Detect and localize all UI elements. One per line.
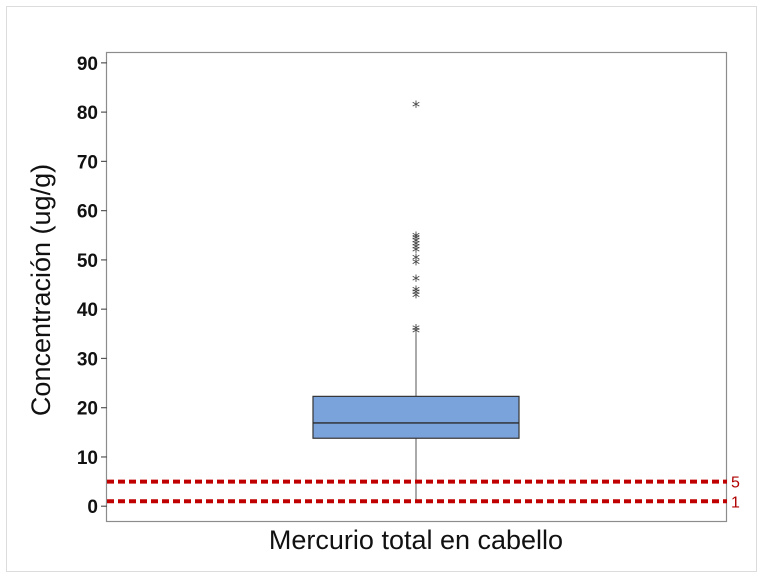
outlier-point: *: [412, 323, 420, 342]
y-tick-label: 70: [77, 152, 98, 173]
y-tick-label: 80: [77, 103, 98, 124]
y-tick-label: 30: [77, 349, 98, 370]
outlier-point: *: [412, 242, 420, 261]
y-tick-label: 10: [77, 448, 98, 469]
outlier-point: *: [412, 254, 420, 273]
y-tick-label: 20: [77, 399, 98, 420]
outlier-point: *: [412, 233, 420, 252]
y-tick-label: 40: [77, 300, 98, 321]
outlier-point: *: [412, 236, 420, 255]
outlier-point: *: [412, 271, 420, 290]
y-tick-label: 60: [77, 202, 98, 223]
outlier-point: *: [412, 284, 420, 303]
outlier-point: *: [412, 228, 420, 247]
outlier-point: *: [412, 282, 420, 301]
outlier-point: *: [412, 239, 420, 258]
plot-frame: [105, 51, 728, 523]
y-tick-label: 50: [77, 251, 98, 272]
y-axis-title: Concentración (ug/g): [26, 164, 56, 416]
y-tick-label: 0: [87, 497, 98, 518]
outlier-point: *: [412, 320, 420, 339]
x-axis-title: Mercurio total en cabello: [269, 525, 563, 555]
iqr-box: [312, 395, 520, 439]
outlier-point: *: [412, 97, 420, 116]
outlier-point: *: [412, 287, 420, 306]
plot-layer: ***************: [312, 97, 520, 502]
y-tick-label: 90: [77, 54, 98, 75]
outlier-point: *: [412, 250, 420, 269]
figure-border: [6, 6, 757, 572]
y-axis: 0 10 20 30 40 50 60 70 80 90: [77, 54, 107, 518]
reference-lines: 51: [107, 475, 740, 511]
reference-line-label: 5: [731, 475, 740, 492]
outlier-point: *: [412, 230, 420, 249]
reference-line-label: 1: [731, 494, 740, 511]
